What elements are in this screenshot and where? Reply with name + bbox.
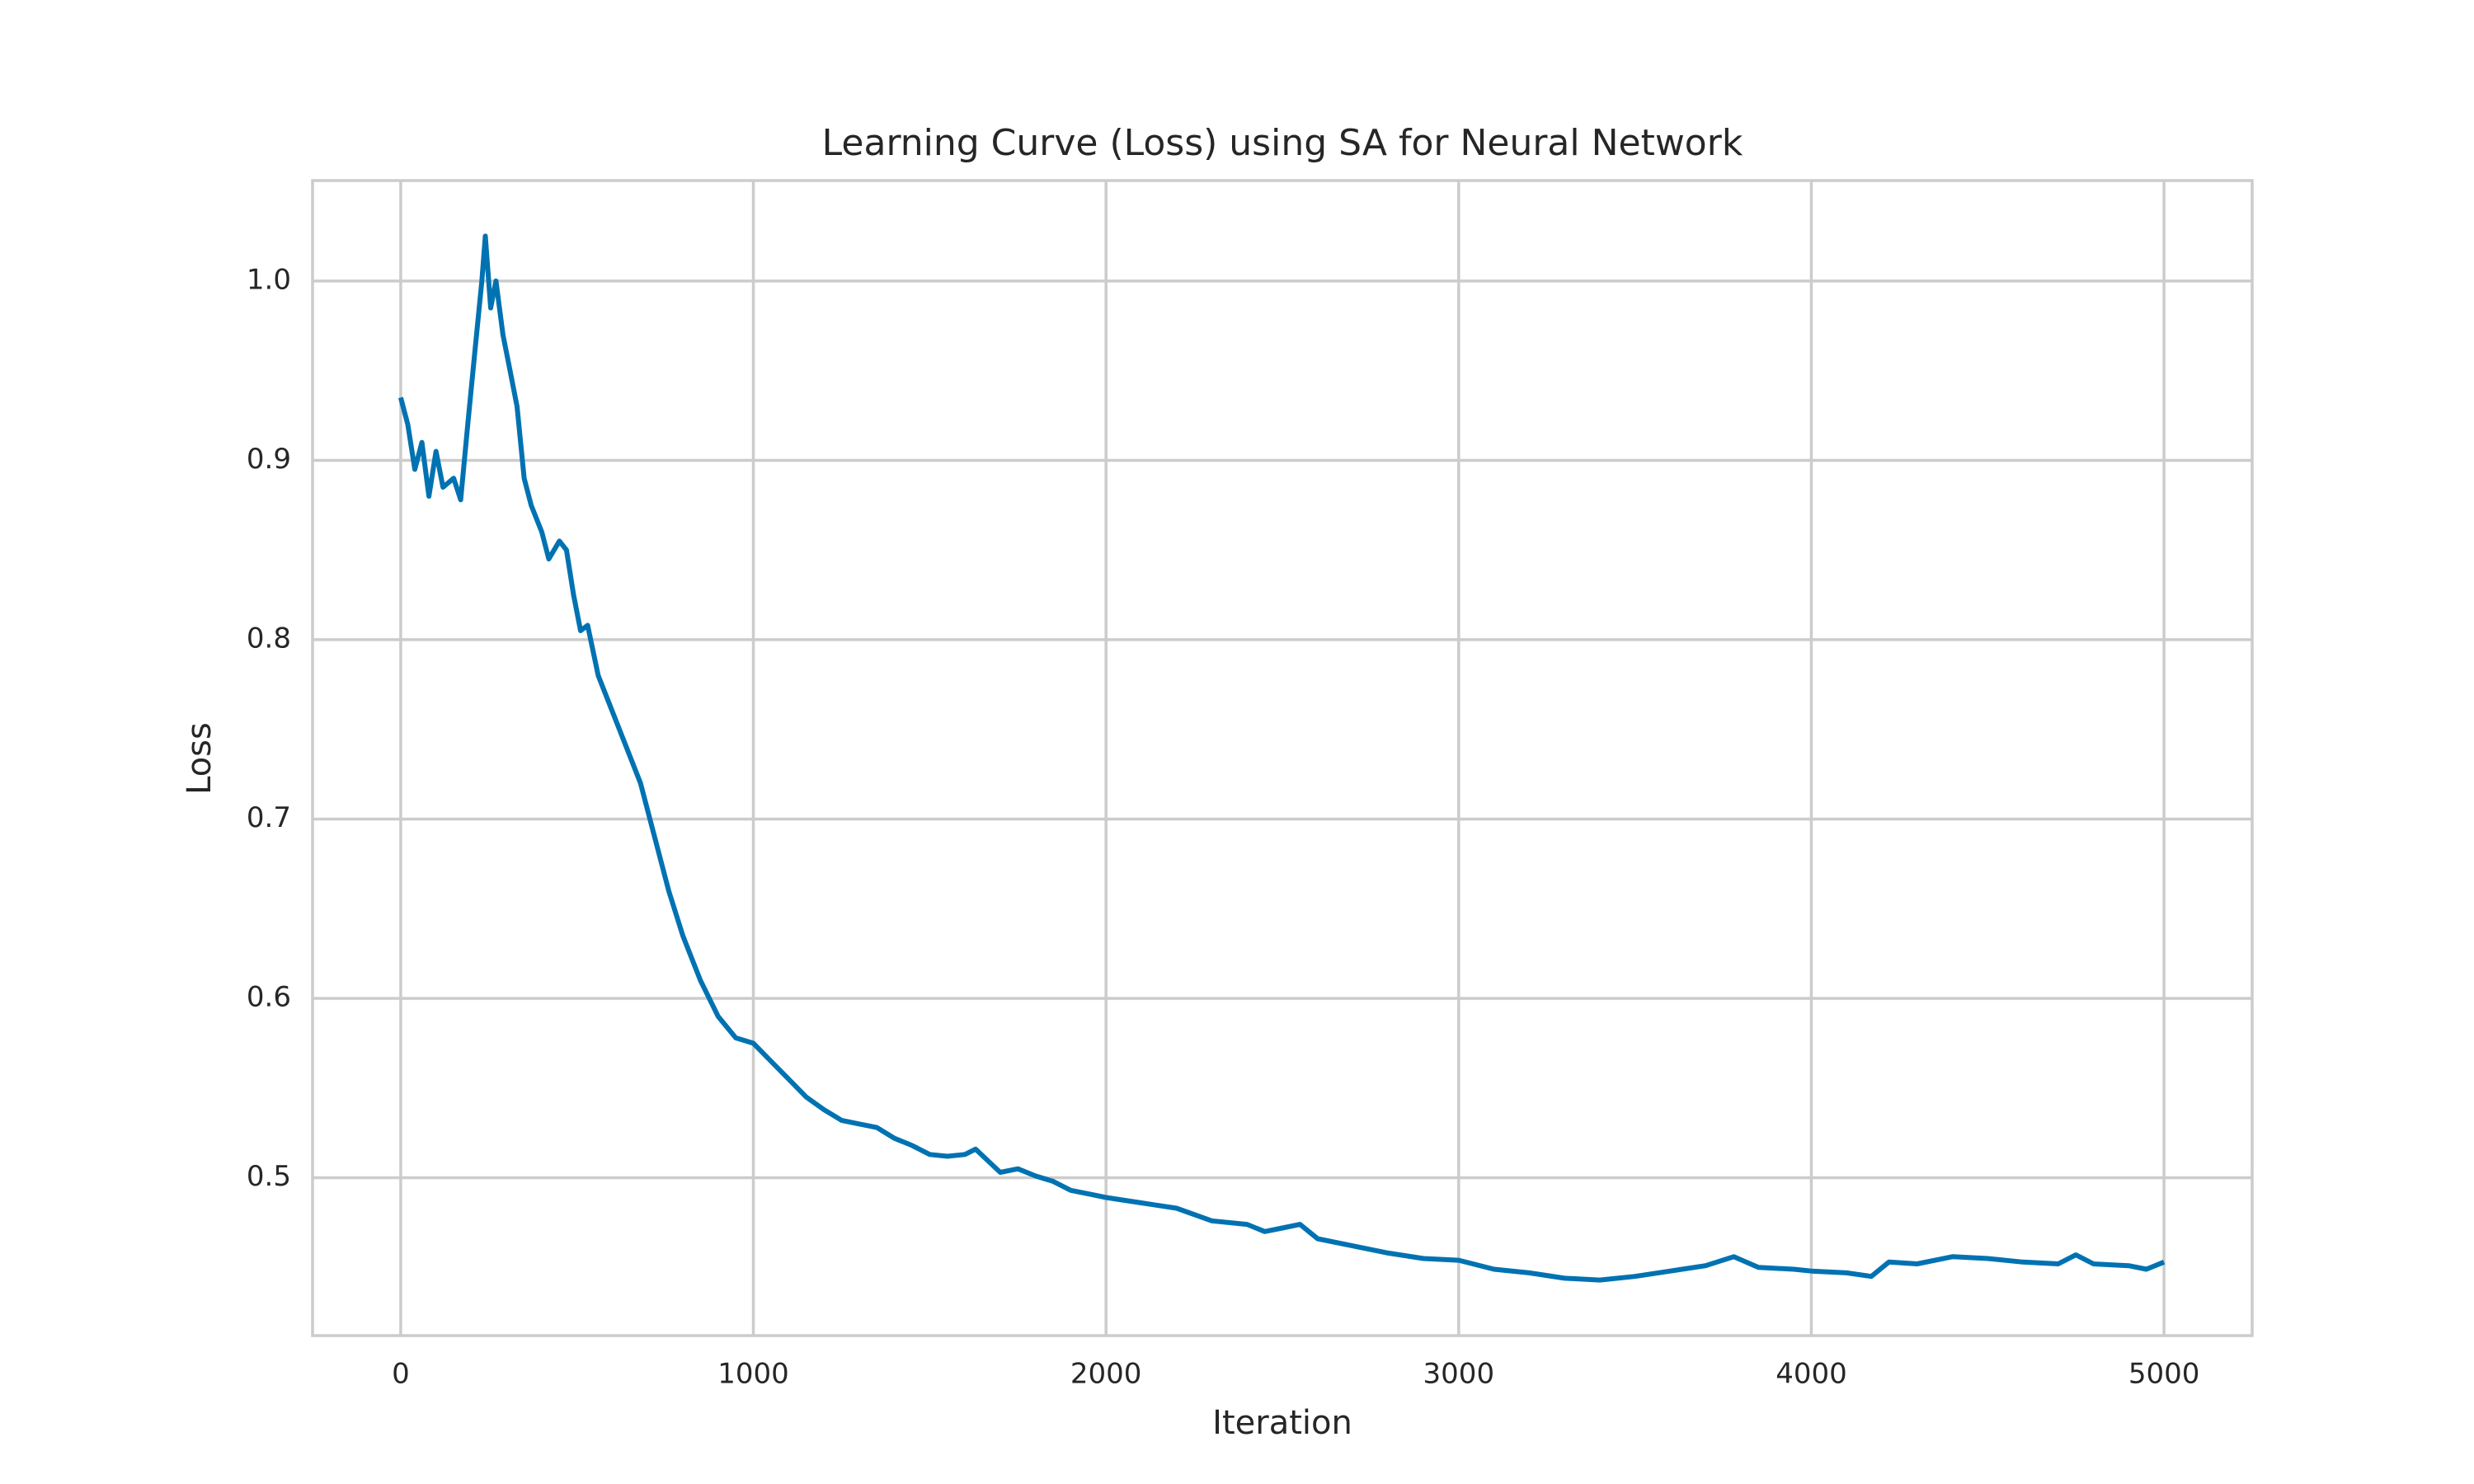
y-tick-label: 0.8 bbox=[247, 622, 291, 655]
y-tick-label: 0.6 bbox=[247, 981, 291, 1014]
plot-frame bbox=[311, 179, 2254, 1337]
x-tick-label: 1000 bbox=[717, 1358, 789, 1391]
x-axis-label: Iteration bbox=[1212, 1404, 1352, 1442]
x-tick-label: 5000 bbox=[2128, 1358, 2200, 1391]
loss-line bbox=[397, 233, 2166, 1283]
x-tick-label: 2000 bbox=[1070, 1358, 1142, 1391]
y-axis-label: Loss bbox=[181, 722, 219, 795]
x-tick-label: 3000 bbox=[1423, 1358, 1495, 1391]
x-tick-label: 0 bbox=[392, 1358, 410, 1391]
y-tick-label: 0.5 bbox=[247, 1160, 291, 1193]
y-tick-label: 0.7 bbox=[247, 801, 291, 834]
y-tick-label: 0.9 bbox=[247, 443, 291, 476]
chart-title: Learning Curve (Loss) using SA for Neura… bbox=[822, 122, 1743, 164]
y-tick-label: 1.0 bbox=[247, 263, 291, 296]
x-tick-label: 4000 bbox=[1776, 1358, 1847, 1391]
